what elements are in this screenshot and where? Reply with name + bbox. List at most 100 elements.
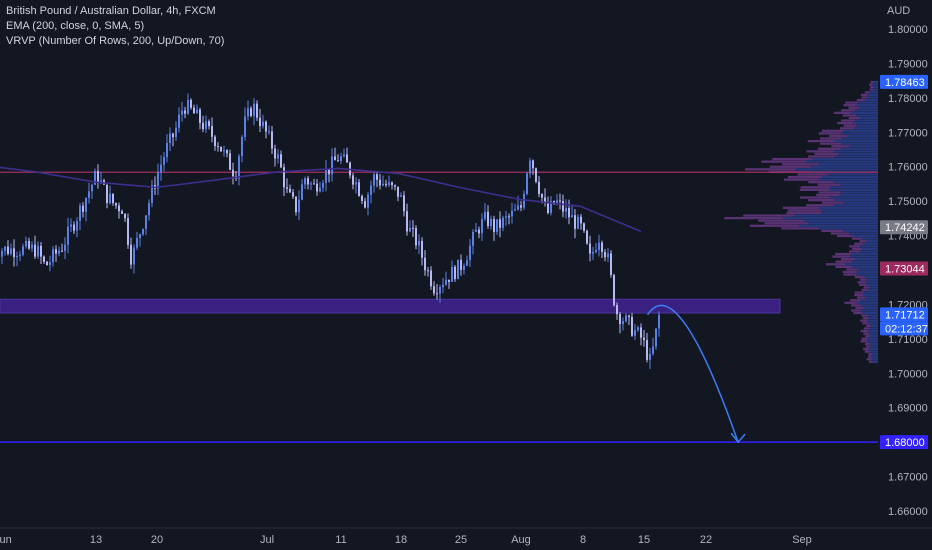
candle-body	[10, 248, 12, 254]
volume-row-down	[808, 155, 835, 158]
volume-row-down	[848, 116, 860, 120]
candle-body	[469, 245, 471, 261]
volume-row-up	[851, 252, 878, 256]
candle-body	[334, 156, 336, 161]
candle-body	[610, 253, 612, 275]
candle-body	[628, 315, 630, 317]
candle-body	[202, 122, 204, 130]
candle-body	[433, 286, 435, 294]
candle-body	[274, 148, 276, 159]
volume-row-down	[861, 314, 868, 317]
candle-body	[496, 219, 498, 232]
candle-body	[67, 226, 69, 245]
candle-body	[577, 216, 579, 229]
volume-row-up	[818, 227, 878, 230]
candle-body	[592, 251, 594, 254]
candle-body	[286, 187, 288, 189]
candle-body	[151, 185, 153, 203]
candle-body	[265, 121, 267, 132]
volume-row-down	[863, 286, 870, 289]
candle-body	[271, 131, 273, 149]
candle-body	[508, 216, 510, 218]
candle-body	[301, 184, 303, 200]
candle-body	[523, 194, 525, 208]
volume-row-down	[851, 309, 862, 312]
candle-body	[304, 178, 306, 185]
volume-row-down	[850, 299, 861, 302]
volume-row-down	[865, 342, 870, 345]
volume-row-up	[867, 93, 878, 97]
volume-row-down	[806, 150, 834, 153]
volume-row-up	[855, 109, 878, 112]
volume-row-down	[832, 255, 850, 258]
candle-body	[421, 240, 423, 258]
volume-row-down	[829, 134, 848, 138]
candle-body	[604, 252, 606, 258]
volume-row-up	[869, 327, 878, 330]
candle-body	[619, 314, 621, 325]
candle-body	[562, 201, 564, 212]
volume-row-up	[860, 245, 878, 248]
volume-row-down	[786, 211, 822, 215]
candle-body	[196, 109, 198, 114]
candle-body	[361, 195, 363, 202]
volume-row-up	[866, 240, 878, 243]
volume-row-down	[869, 86, 874, 89]
volume-row-down	[860, 329, 868, 333]
candle-body	[547, 202, 549, 213]
volume-row-down	[835, 252, 852, 256]
volume-row-down	[843, 104, 857, 107]
candle-body	[70, 224, 72, 227]
candle-body	[55, 249, 57, 254]
time-tick-label: 18	[395, 534, 407, 546]
candle-body	[28, 240, 30, 249]
candle-body	[256, 103, 258, 118]
time-tick-label: Jun	[0, 534, 12, 546]
candle-body	[448, 279, 450, 282]
projection-arrow	[646, 304, 739, 443]
volume-row-up	[872, 88, 878, 91]
price-tick-label: 1.77000	[888, 127, 928, 139]
volume-row-down	[854, 242, 864, 245]
volume-profile	[724, 80, 878, 363]
candle-body	[367, 194, 369, 208]
vrvp-indicator-label[interactable]: VRVP (Number Of Rows, 200, Up/Down, 70)	[6, 35, 225, 47]
time-tick-label: 8	[580, 534, 586, 546]
candle-body	[553, 201, 555, 204]
candle-body	[340, 156, 342, 162]
volume-row-up	[857, 301, 878, 304]
volume-row-up	[841, 191, 878, 194]
volume-row-down	[843, 273, 857, 276]
volume-row-up	[861, 247, 878, 251]
candle-body	[502, 217, 504, 228]
volume-row-down	[868, 83, 873, 86]
candle-body	[568, 208, 570, 218]
candle-body	[64, 244, 66, 251]
volume-row-down	[822, 201, 844, 204]
volume-row-up	[850, 111, 878, 115]
candle-body	[385, 183, 387, 186]
candle-body	[346, 154, 348, 163]
volume-row-down	[864, 350, 870, 353]
volume-row-up	[866, 319, 878, 322]
volume-row-down	[839, 127, 855, 130]
candle-body	[658, 314, 660, 329]
volume-row-down	[862, 317, 869, 320]
volume-row-down	[807, 139, 835, 143]
candle-body	[589, 243, 591, 254]
volume-row-down	[772, 157, 813, 161]
candle-body	[112, 193, 114, 204]
candle-body	[25, 240, 27, 247]
symbol-title[interactable]: British Pound / Australian Dollar, 4h, F…	[6, 5, 216, 17]
candle-body	[187, 99, 189, 114]
volume-row-down	[745, 168, 796, 171]
volume-row-up	[867, 96, 878, 99]
volume-row-down	[830, 232, 849, 235]
candle-body	[565, 208, 567, 212]
ema-indicator-label[interactable]: EMA (200, close, 0, SMA, 5)	[6, 20, 145, 32]
candle-body	[88, 191, 90, 198]
volume-row-down	[781, 163, 819, 166]
price-badge: 1.73044	[880, 261, 928, 276]
